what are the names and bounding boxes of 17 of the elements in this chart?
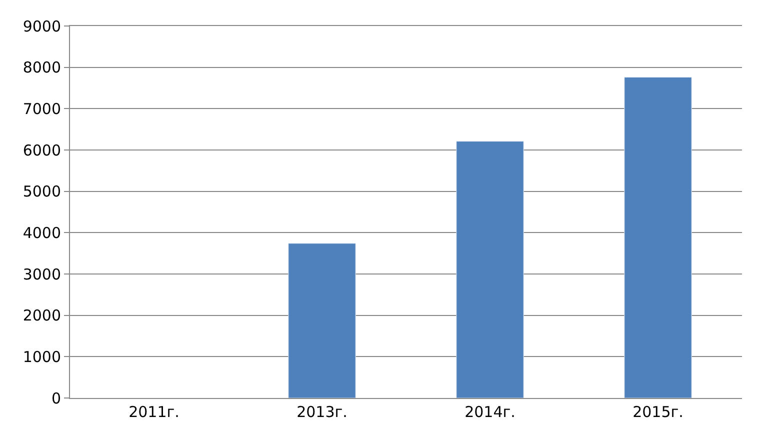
y-tick-label: 4000: [22, 224, 61, 242]
bar: [456, 141, 524, 398]
y-tick-label: 9000: [22, 17, 61, 36]
x-tick-label: 2014г.: [464, 403, 516, 421]
y-tick-label: 5000: [22, 182, 61, 201]
x-tick-label: 2015г.: [632, 403, 684, 421]
y-tick-label: 1000: [22, 348, 61, 366]
y-tick-label: 3000: [22, 265, 61, 284]
x-tick-label: 2011г.: [128, 403, 180, 421]
y-tick-label: 6000: [22, 141, 61, 160]
x-tick-label: 2013г.: [296, 403, 348, 421]
bar: [288, 243, 356, 398]
bar: [624, 77, 692, 398]
y-tick-label: 8000: [22, 58, 61, 77]
y-tick-label: 2000: [22, 306, 61, 325]
y-tick-label: 7000: [22, 100, 61, 118]
y-tick-label: 0: [51, 389, 61, 408]
